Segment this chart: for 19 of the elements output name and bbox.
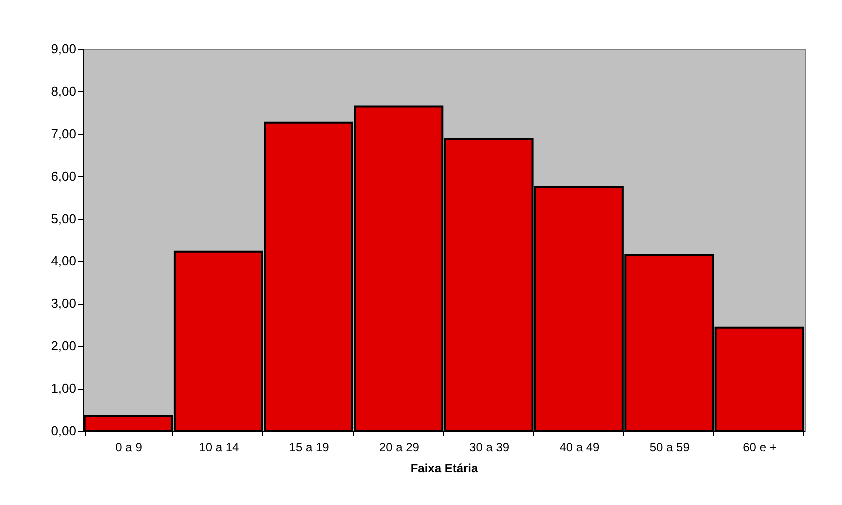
y-tick-label: 2,00 xyxy=(51,338,76,354)
x-tick-label: 10 a 14 xyxy=(199,440,240,454)
y-tick-label: 1,00 xyxy=(51,381,76,396)
x-axis-title: Faixa Etária xyxy=(410,462,479,476)
y-tick-label: 0,00 xyxy=(51,424,76,438)
x-tick-label: 40 a 49 xyxy=(560,440,600,454)
x-tick-label: 15 a 19 xyxy=(289,440,330,454)
y-tick-label: 7,00 xyxy=(51,126,76,142)
y-tick-label: 4,00 xyxy=(51,254,76,269)
x-tick-label: 60 e + xyxy=(743,440,777,454)
x-tick-label: 50 a 59 xyxy=(650,440,690,454)
x-tick-label: 20 a 29 xyxy=(379,440,420,454)
x-tick-label: 0 a 9 xyxy=(116,440,143,454)
x-tick-label: 30 a 39 xyxy=(470,440,510,454)
y-tick-label: 3,00 xyxy=(51,296,76,312)
y-tick-label: 9,00 xyxy=(51,42,76,56)
y-tick-label: 5,00 xyxy=(51,211,76,226)
y-tick-label: 6,00 xyxy=(51,168,76,184)
y-tick-label: 8,00 xyxy=(51,84,76,99)
